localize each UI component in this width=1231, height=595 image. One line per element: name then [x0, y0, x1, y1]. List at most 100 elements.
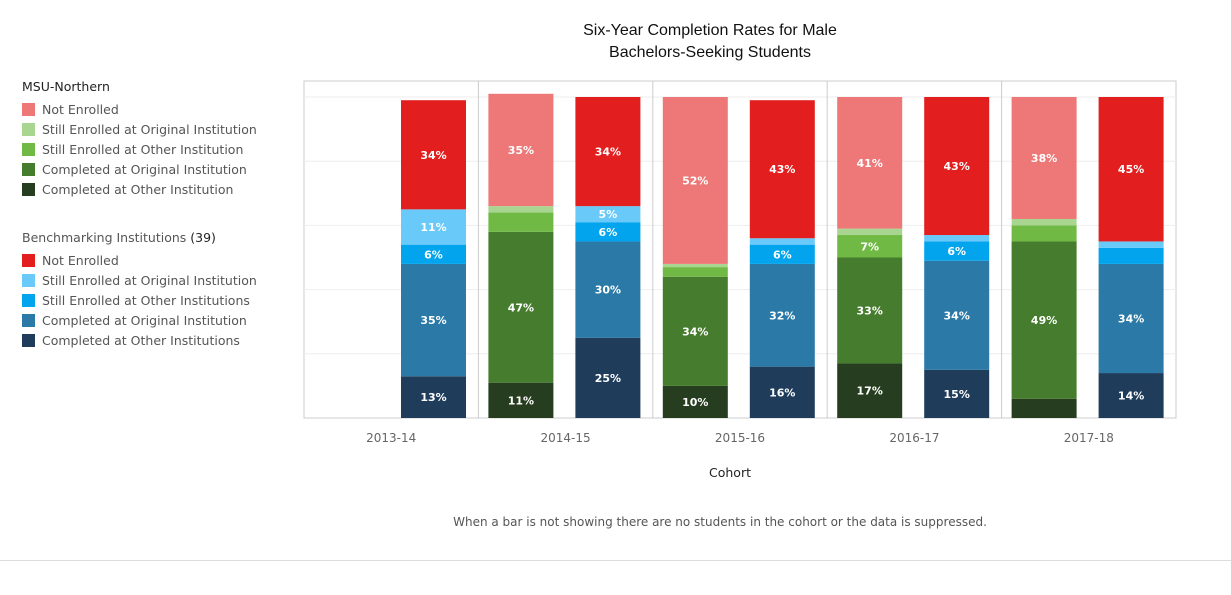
bench-bar-segment — [924, 235, 990, 242]
msu-legend-item[interactable]: Completed at Original Institution — [22, 159, 257, 179]
msu-bar-segment — [488, 231, 554, 383]
x-tick-label: 2014-15 — [541, 431, 591, 445]
bench-bar-segment — [924, 241, 990, 261]
legend-swatch-icon — [22, 313, 35, 327]
bench-bar-segment — [749, 263, 815, 367]
bench-bar-segment — [1098, 97, 1164, 242]
data-label: 34% — [944, 309, 970, 322]
bench-legend-item[interactable]: Not Enrolled — [22, 250, 257, 270]
data-label: 38% — [1031, 152, 1057, 165]
msu-bar-segment — [488, 382, 554, 418]
data-label: 17% — [857, 385, 883, 398]
data-label: 13% — [420, 391, 446, 404]
bench-bar-segment — [749, 100, 815, 239]
legend-msu-title: MSU-Northern — [22, 79, 110, 94]
data-label: 35% — [420, 314, 446, 327]
msu-bar-segment — [662, 97, 728, 264]
legend-bench-items: Not Enrolled Still Enrolled at Original I… — [22, 250, 257, 350]
msu-bar-segment — [837, 228, 903, 236]
data-label: 6% — [424, 248, 443, 261]
data-label: 10% — [682, 396, 708, 409]
data-label: 14% — [1118, 390, 1144, 403]
data-label: 43% — [769, 163, 795, 176]
data-label: 49% — [1031, 314, 1057, 327]
bench-bar-segment — [401, 376, 466, 418]
bench-bar-segment — [575, 241, 641, 338]
legend-benchmarking: Benchmarking Institutions (39) Not Enrol… — [22, 230, 257, 350]
x-tick-label: 2016-17 — [889, 431, 939, 445]
suppression-note: When a bar is not showing there are no s… — [453, 515, 987, 529]
bench-bar-segment — [749, 238, 815, 245]
data-label: 32% — [769, 309, 795, 322]
data-label: 41% — [857, 157, 883, 170]
legend-msu-northern: MSU-Northern Not Enrolled Still Enrolled … — [22, 79, 257, 199]
legend-label: Still Enrolled at Original Institution — [42, 272, 257, 288]
legend-swatch-icon — [22, 182, 35, 196]
bench-legend-item[interactable]: Still Enrolled at Other Institutions — [22, 290, 257, 310]
data-label: 47% — [508, 301, 534, 314]
bench-legend-item[interactable]: Still Enrolled at Original Institution — [22, 270, 257, 290]
bench-bar-segment — [401, 209, 466, 245]
msu-bar-segment — [662, 276, 728, 386]
data-label: 30% — [595, 284, 621, 297]
x-tick-label: 2015-16 — [715, 431, 765, 445]
msu-bar-segment — [1011, 241, 1077, 399]
msu-legend-item[interactable]: Still Enrolled at Other Institution — [22, 139, 257, 159]
bench-bar-segment — [924, 97, 990, 236]
data-label: 6% — [599, 226, 618, 239]
legend-swatch-icon — [22, 162, 35, 176]
legend-label: Completed at Other Institution — [42, 181, 234, 197]
data-label: 34% — [682, 325, 708, 338]
legend-swatch-icon — [22, 293, 35, 307]
chart-title: Six-Year Completion Rates for Male Bache… — [500, 20, 920, 64]
x-tick-label: 2017-18 — [1064, 431, 1114, 445]
legend-bench-title: Benchmarking Institutions (39) — [22, 230, 257, 245]
data-label: 34% — [595, 146, 621, 159]
data-label: 43% — [944, 160, 970, 173]
data-label: 6% — [773, 248, 792, 261]
legend-swatch-icon — [22, 333, 35, 347]
legend-swatch-icon — [22, 122, 35, 136]
bench-bar-segment — [1098, 263, 1164, 374]
msu-legend-item[interactable]: Still Enrolled at Original Institution — [22, 119, 257, 139]
legend-label: Not Enrolled — [42, 252, 119, 268]
data-label: 6% — [947, 245, 966, 258]
bench-legend-item[interactable]: Completed at Other Institutions — [22, 330, 257, 350]
x-axis-label: Cohort — [709, 465, 751, 480]
msu-bar-segment — [662, 385, 728, 418]
data-label: 5% — [599, 208, 618, 221]
bench-bar-segment — [749, 366, 815, 418]
legend-swatch-icon — [22, 273, 35, 287]
bench-bar-segment — [1098, 241, 1164, 248]
msu-legend-item[interactable]: Not Enrolled — [22, 99, 257, 119]
legend-label: Not Enrolled — [42, 101, 119, 117]
bench-bar-segment — [1098, 247, 1164, 264]
msu-bar-segment — [1011, 218, 1077, 226]
bench-bar-segment — [401, 100, 466, 210]
msu-bar-segment — [662, 263, 728, 268]
msu-bar-segment — [1011, 97, 1077, 219]
msu-bar-segment — [488, 93, 554, 207]
legend-label: Completed at Other Institutions — [42, 332, 240, 348]
legend-bench-count: (39) — [190, 230, 216, 245]
bench-bar-segment — [401, 263, 466, 377]
chart-title-line-1: Six-Year Completion Rates for Male — [583, 22, 837, 39]
msu-bar-segment — [837, 235, 903, 258]
msu-legend-item[interactable]: Completed at Other Institution — [22, 179, 257, 199]
divider — [0, 560, 1231, 561]
data-label: 15% — [944, 388, 970, 401]
bench-legend-item[interactable]: Completed at Original Institution — [22, 310, 257, 330]
legend-swatch-icon — [22, 142, 35, 156]
x-tick-label: 2013-14 — [366, 431, 416, 445]
bench-bar-segment — [575, 97, 641, 207]
chart-title-line-2: Bachelors-Seeking Students — [609, 44, 811, 61]
legend-label: Still Enrolled at Original Institution — [42, 121, 257, 137]
legend-label: Still Enrolled at Other Institutions — [42, 292, 250, 308]
legend-bench-title-text: Benchmarking Institutions — [22, 230, 187, 245]
data-label: 11% — [508, 394, 534, 407]
bench-bar-segment — [401, 244, 466, 264]
msu-bar-segment — [488, 212, 554, 232]
data-label: 11% — [420, 221, 446, 234]
msu-bar-segment — [1011, 225, 1077, 242]
